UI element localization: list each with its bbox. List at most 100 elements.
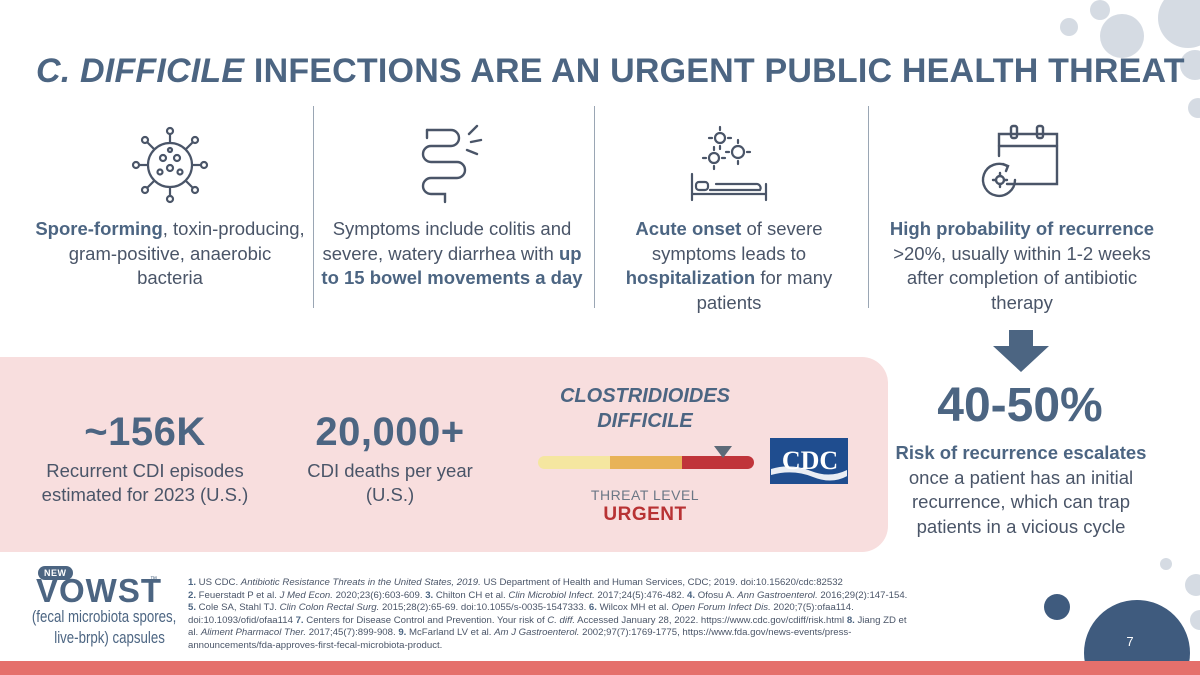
reference-number: 3. <box>425 589 434 601</box>
references: 1. US CDC. Antibiotic Resistance Threats… <box>188 577 918 653</box>
reference-item: 6. Wilcox MH et al. Open Forum Infect Di… <box>188 602 854 626</box>
brand-descriptor-line: (fecal microbiota spores, <box>31 607 177 626</box>
column-text: High probability of recurrence >20%, usu… <box>886 217 1158 315</box>
decorative-circle <box>1044 594 1070 620</box>
reference-item: 3. Chilton CH et al. Clin Microbiol Infe… <box>425 590 687 601</box>
reference-source: Aliment Pharmacol Ther. <box>200 627 307 639</box>
decorative-circle <box>1160 558 1172 570</box>
bold-text: Risk of recurrence escalates <box>895 442 1147 463</box>
reference-text: Cole SA, Stahl TJ. <box>196 602 280 614</box>
info-column-recurrence: High probability of recurrence >20%, usu… <box>886 110 1158 313</box>
threat-bar-medium <box>610 456 682 469</box>
reference-text: Centers for Disease Control and Preventi… <box>303 614 548 626</box>
reference-number: 5. <box>188 602 197 614</box>
threat-level-label: THREAT LEVEL <box>590 487 700 503</box>
divider <box>594 106 595 308</box>
title-italic: C. DIFFICILE <box>36 52 245 90</box>
decorative-circle <box>1188 98 1200 118</box>
reference-source: C. diff. <box>547 614 576 626</box>
stat-deaths: 20,000+ CDI deaths per year (U.S.) <box>290 410 490 507</box>
bold-text: up to 15 bowel movements a day <box>321 242 583 289</box>
intestine-icon <box>421 124 483 204</box>
column-text: Symptoms include colitis and severe, wat… <box>317 217 587 291</box>
reference-detail: 2020;7(5):ofaa114. doi:10.1093/ofid/ofaa… <box>188 602 854 626</box>
reference-detail: 2015;28(2):65-69. doi:10.1055/s-0035-154… <box>379 602 589 614</box>
trademark: ™ <box>150 576 157 583</box>
body-text: >20%, usually within 1-2 weeks after com… <box>893 242 1151 313</box>
title-rest: INFECTIONS ARE AN URGENT PUBLIC HEALTH T… <box>244 52 1185 90</box>
column-text: Spore-forming, toxin-producing, gram-pos… <box>35 217 305 291</box>
body-text: of severe symptoms leads to <box>651 218 823 264</box>
brand-name: VOWST <box>36 572 162 609</box>
stats-panel <box>0 357 888 552</box>
reference-item: 4. Ofosu A. Ann Gastroenterol. 2016;29(2… <box>687 590 907 601</box>
body-text: for many patients <box>696 267 833 313</box>
bottom-bar <box>0 661 1200 675</box>
reference-detail: US Department of Health and Human Servic… <box>480 577 843 588</box>
bold-text: Acute onset <box>635 218 742 239</box>
reference-item: 5. Cole SA, Stahl TJ. Clin Colon Rectal … <box>188 602 589 613</box>
decorative-circle <box>1100 14 1144 58</box>
reference-source: Clin Colon Rectal Surg. <box>279 602 380 614</box>
decorative-circle <box>1190 610 1200 630</box>
bold-text: High probability of recurrence <box>889 218 1155 239</box>
threat-organism: CLOSTRIDIOIDES DIFFICILE <box>559 385 730 432</box>
threat-bar-high <box>682 456 754 469</box>
reference-item: 7. Centers for Disease Control and Preve… <box>296 615 847 626</box>
divider <box>868 106 869 308</box>
reference-number: 9. <box>398 627 407 639</box>
info-column-bacteria: Spore-forming, toxin-producing, gram-pos… <box>35 110 305 310</box>
decorative-circle <box>1185 574 1200 596</box>
info-column-onset: Acute onset of severe symptoms leads to … <box>594 110 864 313</box>
stat-recurrent-episodes: ~156K Recurrent CDI episodes estimated f… <box>40 410 250 507</box>
stat-label: CDI deaths per year (U.S.) <box>307 460 473 505</box>
cdc-logo: CDC <box>770 438 848 484</box>
reference-item: 2. Feuerstadt P et al. J Med Econ. 2020;… <box>188 590 425 601</box>
body-text: once a patient has an initial recurrence… <box>908 466 1134 537</box>
svg-text:CDC: CDC <box>782 446 838 475</box>
reference-text: Ofosu A. <box>695 589 738 601</box>
page-title: C. DIFFICILE INFECTIONS ARE AN URGENT PU… <box>36 52 1185 91</box>
reference-source: Open Forum Infect Dis. <box>671 602 771 614</box>
vowst-logo: NEW VOWST ™ (fecal microbiota spores, li… <box>30 560 180 660</box>
decorative-circle <box>1060 18 1078 36</box>
reference-detail: 2016;29(2):147-154. <box>817 589 908 601</box>
reference-detail: 2002;97(7):1769-1775, https://www.fda.go… <box>188 627 852 651</box>
bold-text: Spore-forming <box>35 218 163 239</box>
reference-item: 1. US CDC. Antibiotic Resistance Threats… <box>188 577 843 588</box>
reference-source: Ann Gastroenterol. <box>737 589 818 601</box>
reference-text: McFarland LV et al. <box>406 627 495 639</box>
reference-number: 4. <box>687 589 696 601</box>
reference-number: 7. <box>295 614 304 626</box>
threat-level-value: URGENT <box>603 504 687 525</box>
stat-label: Recurrent CDI episodes estimated for 202… <box>41 460 249 505</box>
info-column-symptoms: Symptoms include colitis and severe, wat… <box>317 110 587 310</box>
brand-descriptor-line: live-brpk) capsules <box>54 628 165 647</box>
reference-detail: 2017;24(5):476-482. <box>594 589 688 601</box>
recurrence-percentage: 40-50% <box>937 379 1103 432</box>
recurrence-text: Risk of recurrence escalates once a pati… <box>890 441 1152 539</box>
calendar-recurrence-icon <box>981 124 1059 198</box>
reference-source: Am J Gastroenterol. <box>494 627 580 639</box>
decorative-circle <box>1090 0 1110 20</box>
new-badge: NEW <box>38 566 73 580</box>
body-text: , toxin-producing, gram-positive, anaero… <box>68 218 305 288</box>
reference-source: J Med Econ. <box>279 589 333 601</box>
reference-number: 1. <box>188 577 197 588</box>
decorative-circle <box>1180 50 1200 80</box>
reference-detail: 2020;23(6):603-609. <box>332 589 426 601</box>
reference-text: Wilcox MH et al. <box>596 602 672 614</box>
stat-value: 20,000+ <box>315 410 465 454</box>
threat-bar-low <box>538 456 610 469</box>
reference-number: 2. <box>188 589 197 601</box>
reference-source: Clin Microbiol Infect. <box>508 589 595 601</box>
reference-text: US CDC. <box>196 577 241 588</box>
reference-text: Feuerstadt P et al. <box>196 589 280 601</box>
reference-item: 8. Jiang ZD et al. Aliment Pharmacol The… <box>188 615 907 639</box>
patient-bed-icon <box>690 125 768 202</box>
reference-number: 6. <box>588 602 597 614</box>
bold-text: hospitalization <box>625 267 756 288</box>
reference-text: Jiang ZD et al. <box>188 614 907 639</box>
page-number: 7 <box>1126 634 1134 649</box>
reference-item: 9. McFarland LV et al. Am J Gastroentero… <box>188 627 851 651</box>
